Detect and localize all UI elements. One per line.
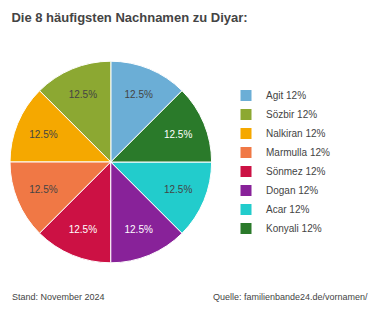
svg-text:12.5%: 12.5% (29, 129, 57, 140)
svg-text:12.5%: 12.5% (164, 129, 192, 140)
svg-text:Marmulla 12%: Marmulla 12% (266, 147, 330, 158)
svg-text:Acar 12%: Acar 12% (266, 204, 309, 215)
svg-text:Nalkiran 12%: Nalkiran 12% (266, 128, 326, 139)
svg-text:Stand: November 2024: Stand: November 2024 (12, 292, 105, 302)
svg-text:12.5%: 12.5% (69, 224, 97, 235)
svg-text:Dogan 12%: Dogan 12% (266, 185, 318, 196)
svg-text:12.5%: 12.5% (124, 89, 152, 100)
svg-text:12.5%: 12.5% (164, 184, 192, 195)
svg-text:Sözbir 12%: Sözbir 12% (266, 109, 317, 120)
svg-text:Die 8 häufigsten Nachnamen zu: Die 8 häufigsten Nachnamen zu Diyar: (11, 10, 247, 25)
svg-text:12.5%: 12.5% (69, 89, 97, 100)
svg-text:Konyali 12%: Konyali 12% (266, 223, 322, 234)
svg-text:12.5%: 12.5% (29, 184, 57, 195)
svg-text:12.5%: 12.5% (124, 224, 152, 235)
svg-text:Agit 12%: Agit 12% (266, 90, 306, 101)
svg-text:Sönmez 12%: Sönmez 12% (266, 166, 326, 177)
svg-text:Quelle: familienbande24.de/vor: Quelle: familienbande24.de/vornamen/ (213, 292, 368, 302)
